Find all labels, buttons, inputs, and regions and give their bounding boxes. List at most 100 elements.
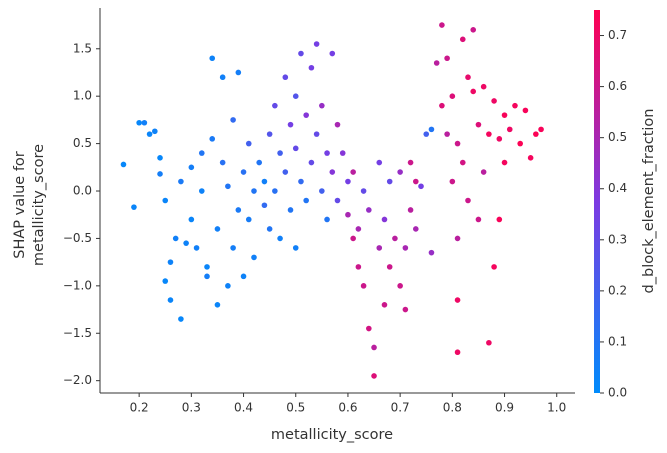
point (292, 93, 299, 99)
point (287, 207, 294, 213)
point (313, 41, 320, 47)
point (407, 207, 414, 213)
point (496, 136, 503, 142)
point (449, 93, 456, 99)
point (397, 169, 403, 175)
point (376, 159, 383, 166)
colorbar-tick-label: 0.0 (608, 386, 627, 400)
colorbar-tick-label: 0.1 (608, 334, 627, 348)
y-tick-label: −0.5 (63, 231, 92, 245)
point (459, 36, 466, 43)
point (517, 140, 523, 147)
point (282, 74, 289, 81)
point (319, 188, 325, 194)
point (486, 339, 492, 346)
point (319, 102, 325, 109)
point (355, 264, 362, 270)
colorbar-label: d_block_element_fraction (641, 109, 657, 294)
point (261, 178, 268, 185)
point (251, 188, 257, 194)
y-axis-label: metallicity_score (31, 144, 47, 266)
point (386, 178, 393, 185)
point (412, 226, 419, 232)
point (355, 226, 362, 232)
point (245, 140, 252, 147)
point (454, 297, 461, 303)
point (428, 126, 435, 133)
point (198, 188, 205, 194)
point (324, 216, 330, 223)
point (303, 112, 309, 118)
point (371, 373, 377, 379)
point (324, 150, 330, 156)
point (235, 69, 242, 76)
point (251, 254, 257, 261)
point (162, 197, 169, 204)
point (204, 264, 210, 270)
point (230, 117, 236, 123)
point (277, 235, 283, 242)
point (527, 155, 534, 161)
point (381, 302, 388, 308)
point (120, 161, 127, 168)
point (219, 159, 226, 166)
point (172, 235, 179, 242)
point (152, 128, 158, 135)
point (214, 302, 221, 308)
point (538, 126, 544, 133)
point (470, 88, 477, 95)
point (157, 155, 163, 161)
point (282, 169, 289, 175)
point (454, 140, 461, 147)
point (277, 150, 283, 156)
point (256, 159, 263, 166)
point (491, 264, 497, 270)
point (480, 169, 487, 175)
point (308, 64, 315, 71)
point (287, 121, 294, 128)
point (402, 245, 409, 251)
point (533, 131, 539, 137)
point (491, 98, 497, 104)
point (292, 245, 299, 251)
point (439, 22, 445, 28)
point (428, 249, 435, 256)
point (360, 188, 367, 194)
point (512, 102, 518, 109)
point (486, 131, 492, 137)
point (136, 119, 142, 126)
point (167, 259, 174, 265)
point (475, 216, 482, 223)
y-axis-label: SHAP value for (12, 151, 28, 259)
x-tick-label: 0.5 (286, 401, 305, 415)
point (303, 197, 309, 204)
point (198, 150, 205, 156)
point (366, 207, 372, 213)
point (449, 178, 456, 185)
point (350, 169, 356, 175)
x-tick-label: 0.6 (338, 401, 357, 415)
point (454, 235, 461, 242)
point (412, 178, 419, 185)
x-tick-label: 0.8 (443, 401, 462, 415)
point (162, 278, 169, 284)
point (350, 235, 356, 242)
point (240, 169, 247, 175)
point (188, 216, 195, 223)
y-tick-label: 0.0 (73, 184, 92, 198)
point (298, 50, 304, 57)
point (272, 102, 278, 109)
point (219, 74, 226, 81)
point (345, 211, 351, 218)
x-axis-label: metallicity_score (271, 427, 393, 443)
point (266, 226, 273, 232)
point (225, 183, 231, 190)
point (214, 226, 221, 232)
point (204, 273, 210, 280)
point (209, 55, 216, 62)
point (459, 159, 466, 166)
point (235, 207, 242, 213)
y-tick-label: 1.5 (73, 41, 92, 55)
point (360, 283, 367, 289)
